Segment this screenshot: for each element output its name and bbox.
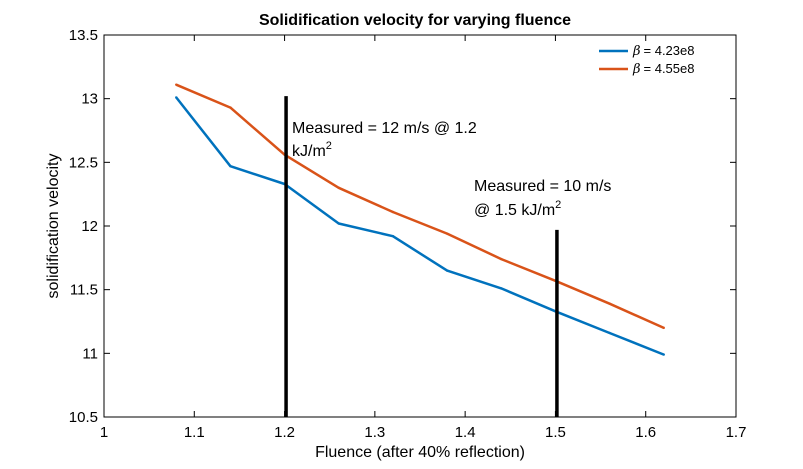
y-tick-label: 11.5 [70,282,98,299]
x-tick-label: 1.4 [455,424,476,441]
y-axis: 10.5 11 11.5 12 12.5 13 13.5 [69,27,736,426]
x-tick-label: 1.3 [364,424,385,441]
data-point-series-2 [662,326,665,330]
marker-layer [284,96,559,417]
data-point-series-1 [229,164,232,168]
legend-beta-2: β [632,62,641,77]
data-point-series-1 [391,234,395,238]
data-point-series-1 [445,269,449,272]
annotation-1-line-1: Measured = 12 m/s @ 1.2 [292,120,477,137]
legend-beta-1: β [632,44,641,59]
series-line-1 [175,96,665,356]
x-tick-label: 1.2 [274,424,295,441]
y-tick-label: 12 [81,218,98,235]
series-line-2 [175,83,665,330]
annotation-1-line-2: kJ/m2 [292,140,332,160]
data-point-series-1 [662,353,665,356]
data-point-series-2 [229,106,232,109]
chart-title: Solidification velocity for varying flue… [259,12,571,29]
legend-value-2: = 4.55e8 [644,61,695,76]
annotation-1: Measured = 12 m/s @ 1.2 kJ/m2 [292,120,477,160]
data-point-series-2 [608,302,611,305]
legend: β = 4.23e8 β = 4.55e8 [599,43,694,77]
y-tick-label: 13 [81,91,98,108]
annotation-2: Measured = 10 m/s @ 1.5 kJ/m2 [474,178,611,219]
x-tick-label: 1.6 [635,424,656,441]
data-point-series-2 [175,83,178,86]
x-tick-label: 1.5 [545,424,566,441]
legend-value-1: = 4.23e8 [644,43,695,58]
y-tick-label: 12.5 [69,154,98,171]
data-point-series-1 [500,287,503,290]
legend-label-series-2: β = 4.55e8 [632,61,694,77]
x-tick-label: 1.7 [726,424,747,441]
data-point-series-2 [391,210,395,214]
annotation-2-line-2: @ 1.5 kJ/m2 [474,199,561,219]
data-point-series-1 [175,96,178,99]
x-tick-label: 1.1 [184,424,205,441]
annotation-2-superscript: 2 [555,199,561,211]
data-point-series-2 [337,186,340,189]
annotation-2-unit: @ 1.5 kJ/m [474,202,555,219]
y-tick-label: 13.5 [69,27,98,44]
annotation-1-unit: kJ/m [292,143,326,160]
x-axis: 1 1.1 1.2 1.3 1.4 1.5 1.6 1.7 [100,35,747,441]
annotation-2-line-1: Measured = 10 m/s [474,178,611,195]
data-point-series-2 [445,232,449,235]
series-layer [175,83,665,356]
x-axis-label: Fluence (after 40% reflection) [315,444,525,461]
annotation-1-superscript: 2 [326,140,332,152]
y-tick-label: 10.5 [69,409,98,426]
data-point-series-1 [337,222,340,225]
y-axis-label: solidification velocity [45,154,62,299]
data-point-series-2 [500,257,503,261]
legend-label-series-1: β = 4.23e8 [632,43,694,59]
plot-area [103,34,737,418]
y-tick-label: 11 [82,345,98,362]
x-tick-label: 1 [100,424,108,441]
data-point-series-1 [608,331,611,335]
